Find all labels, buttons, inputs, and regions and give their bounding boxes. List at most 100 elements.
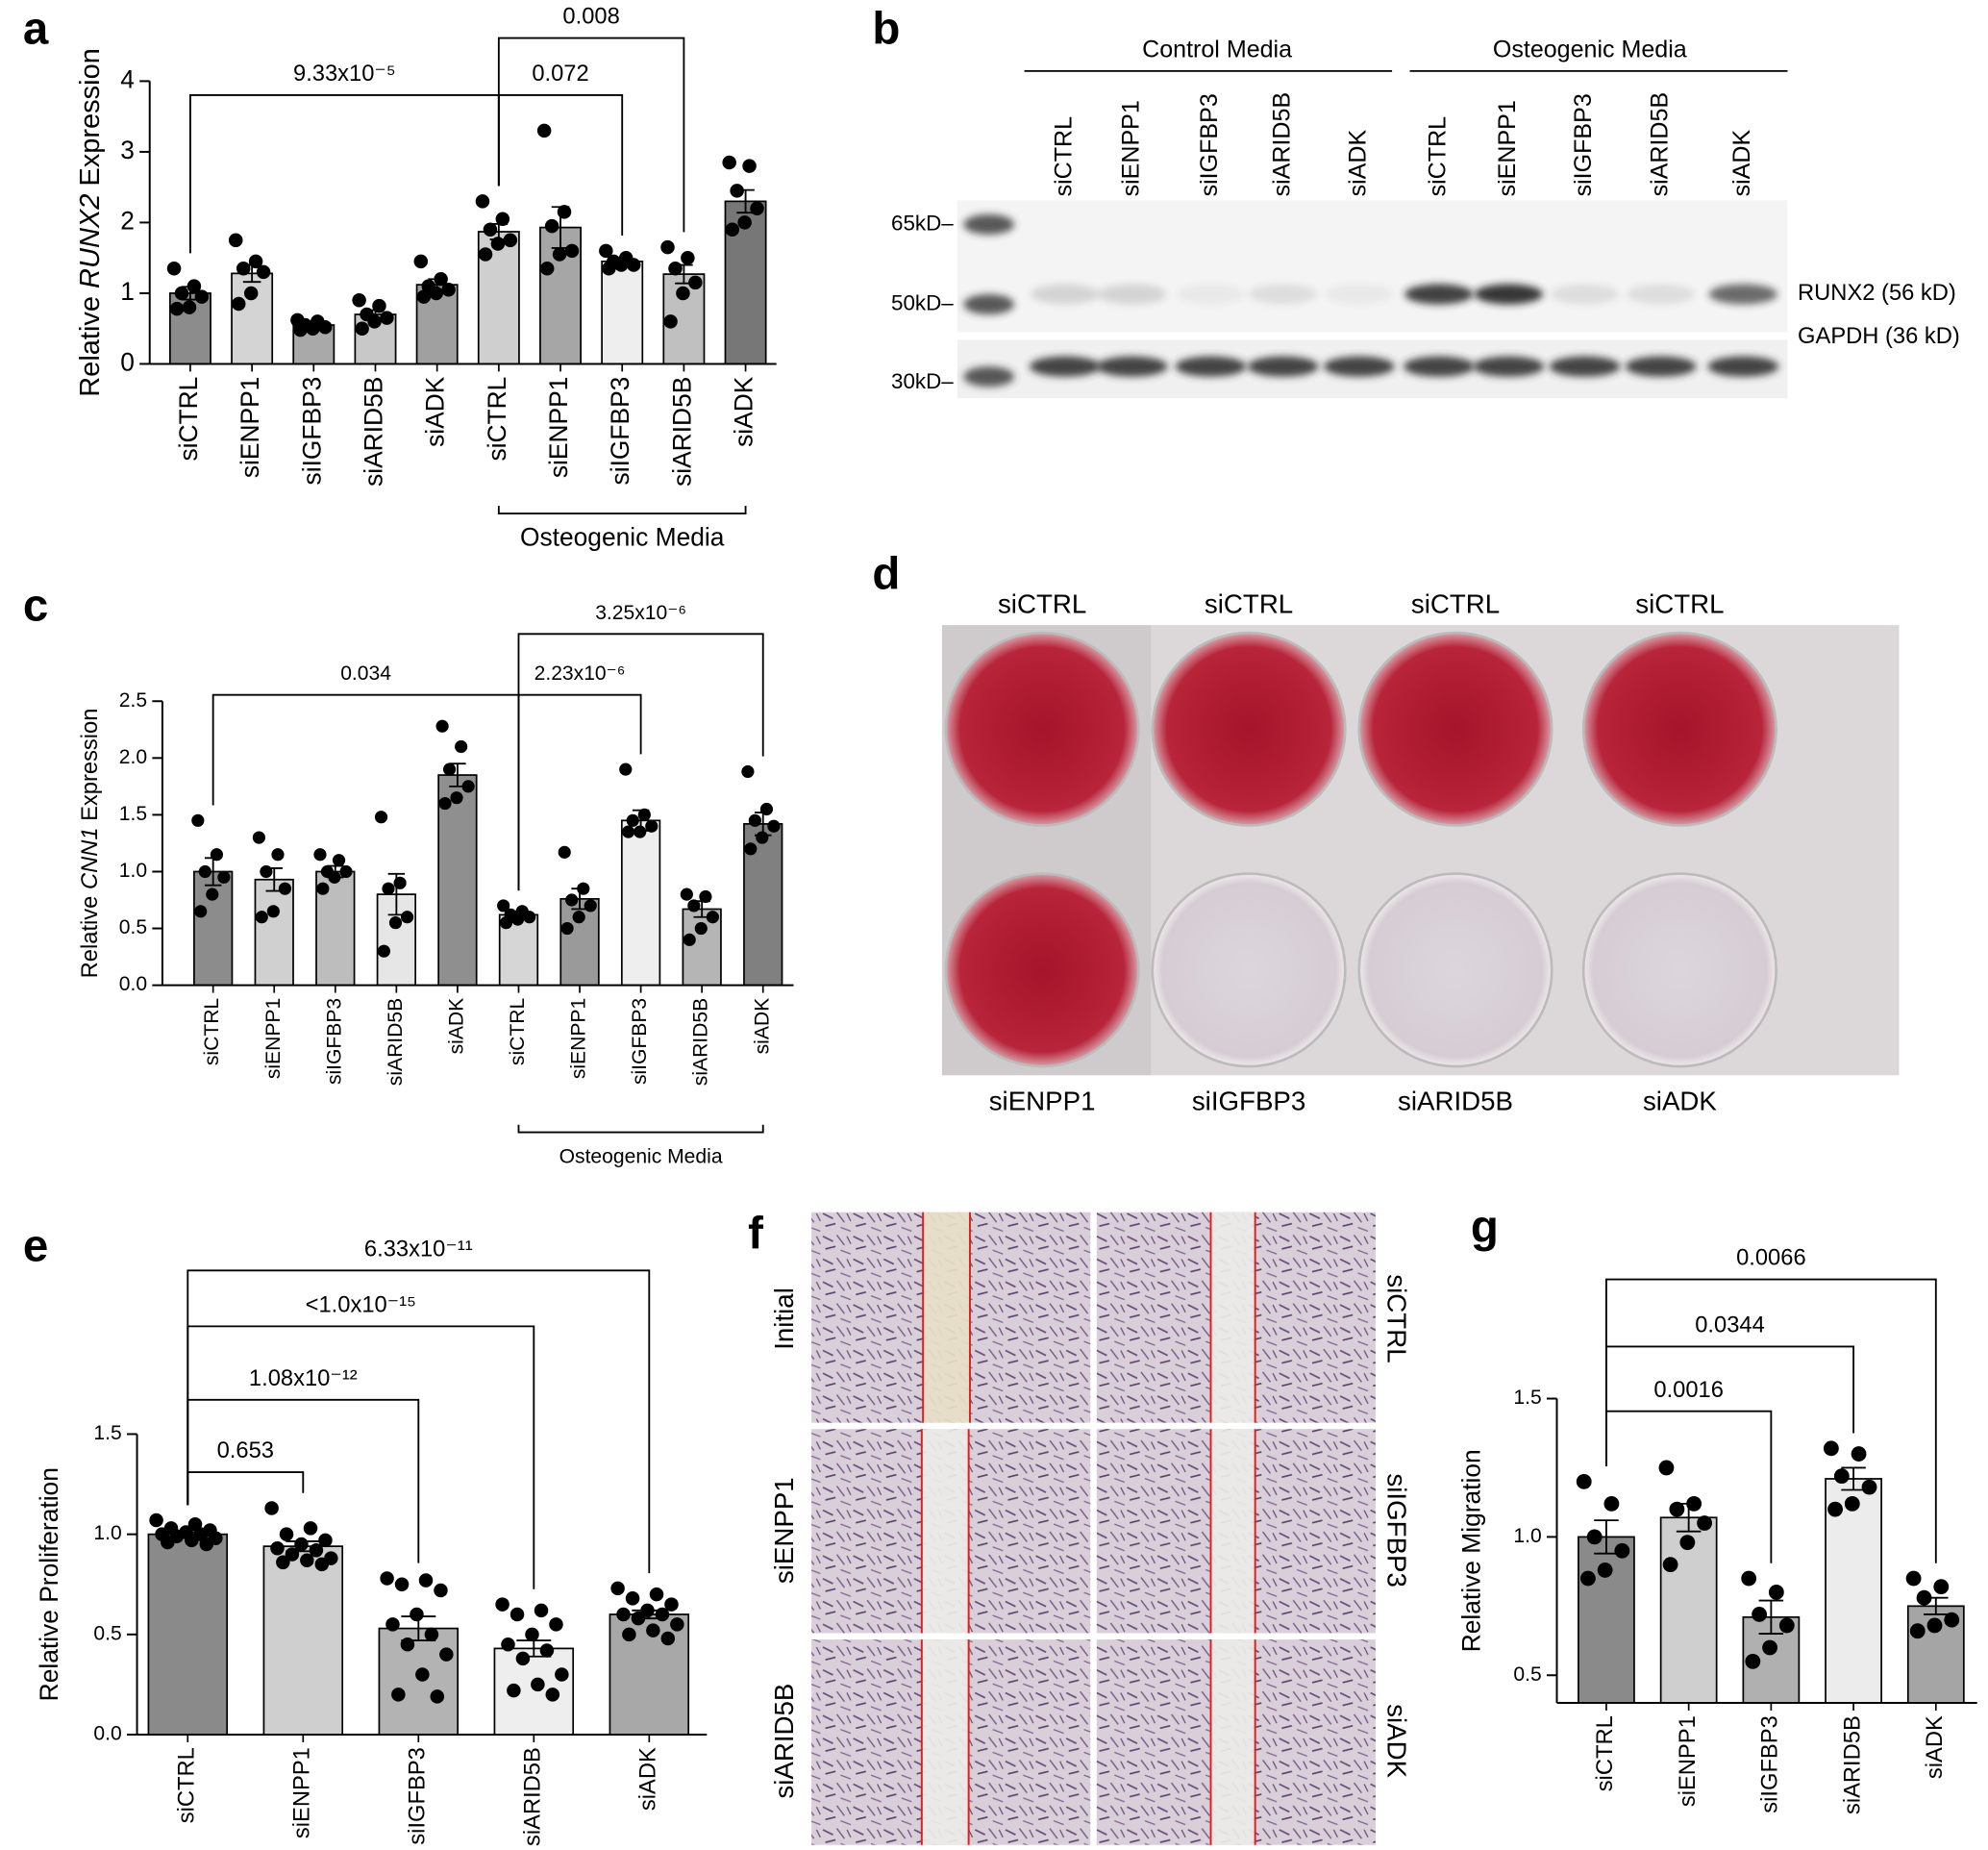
y-axis-label-part: Expression <box>75 48 106 194</box>
data-point <box>626 258 641 272</box>
lane-label: siENPP1 <box>1117 100 1144 196</box>
x-tick-label: siADK <box>445 998 467 1055</box>
data-point <box>756 831 769 844</box>
data-point <box>558 845 571 859</box>
data-point <box>1944 1612 1960 1628</box>
data-point <box>442 762 457 776</box>
data-point <box>285 1547 300 1562</box>
runx2-band <box>1176 284 1246 305</box>
runx2-band <box>1627 284 1696 305</box>
data-point <box>565 893 579 907</box>
panel-label: g <box>1471 1202 1499 1253</box>
runx2-band <box>1031 284 1100 305</box>
x-tick-label: siIGFBP3 <box>1758 1715 1783 1813</box>
data-point <box>191 813 205 827</box>
well-label-top: siCTRL <box>998 589 1086 619</box>
y-tick-label: 1.5 <box>1513 1387 1541 1409</box>
x-tick-label: siENPP1 <box>236 377 264 478</box>
y-tick-label: 1.5 <box>93 1422 121 1444</box>
data-point <box>622 1627 636 1642</box>
ladder-band <box>963 366 1015 388</box>
y-tick-label: 2.0 <box>119 746 147 768</box>
data-point <box>730 184 744 198</box>
p-value: 1.08x10⁻¹² <box>249 1366 358 1391</box>
error-bar <box>1841 1466 1866 1491</box>
data-point <box>236 261 251 276</box>
data-point <box>400 911 414 924</box>
data-point <box>637 808 651 821</box>
significance-bracket <box>1605 1345 1855 1467</box>
x-tick-label: siCTRL <box>483 377 511 462</box>
data-point <box>626 813 639 827</box>
data-point <box>555 1667 569 1682</box>
x-tick-label: siCTRL <box>201 998 223 1066</box>
data-point <box>332 854 346 867</box>
x-tick-label: siIGFBP3 <box>629 998 651 1085</box>
data-point <box>1768 1585 1784 1600</box>
significance-bracket <box>497 37 685 233</box>
y-axis-label: Relative Proliferation <box>35 1467 63 1701</box>
data-point <box>688 275 703 290</box>
data-point <box>367 314 382 329</box>
p-value: 6.33x10⁻¹¹ <box>364 1238 473 1262</box>
data-point <box>499 916 513 930</box>
y-tick-label: 2 <box>120 206 135 235</box>
data-point <box>352 293 366 308</box>
data-point <box>614 258 629 272</box>
well <box>944 872 1140 1068</box>
runx2-band <box>1404 284 1474 305</box>
x-tick-label: siADK <box>1923 1715 1948 1779</box>
lane-label: siIGFBP3 <box>1196 93 1223 196</box>
lane-label: siCTRL <box>1424 116 1451 197</box>
gapdh-band <box>1175 356 1247 377</box>
data-point <box>495 212 510 227</box>
data-point <box>584 899 597 912</box>
x-tick-label: siADK <box>730 376 758 447</box>
p-value: 0.0344 <box>1695 1313 1765 1338</box>
row-label: siIGFBP3 <box>1381 1473 1411 1587</box>
data-point <box>410 1607 424 1622</box>
y-tick-label: 4 <box>120 64 135 93</box>
gapdh-band <box>1247 356 1319 377</box>
data-point <box>438 796 452 811</box>
data-point <box>174 286 189 301</box>
data-point <box>439 1647 454 1662</box>
data-point <box>413 254 429 269</box>
marker-label: 50kD– <box>891 290 954 314</box>
gapdh-band <box>1473 356 1545 377</box>
gapdh-band <box>1549 356 1621 377</box>
data-point <box>385 1617 400 1632</box>
data-point <box>394 1577 410 1591</box>
data-point <box>1905 1570 1922 1587</box>
data-point <box>1586 1529 1603 1545</box>
y-tick-label: 0.5 <box>93 1622 121 1644</box>
data-point <box>1603 1495 1620 1512</box>
data-point <box>415 1667 430 1682</box>
data-point <box>198 864 211 879</box>
data-point <box>737 215 752 230</box>
data-point <box>495 1597 509 1612</box>
p-value: 0.008 <box>562 5 619 30</box>
y-axis-label-part: CNN1 <box>78 827 103 889</box>
data-point <box>683 933 696 946</box>
band-label: RUNX2 (56 kD) <box>1798 281 1956 306</box>
data-point <box>1658 1460 1675 1476</box>
lane-label: siENPP1 <box>1494 100 1521 196</box>
scratch-gap <box>1210 1639 1255 1845</box>
data-point <box>660 239 675 255</box>
data-point <box>450 791 463 805</box>
x-tick-label: siADK <box>636 1747 661 1811</box>
well-label-bottom: siIGFBP3 <box>1192 1087 1305 1116</box>
data-point <box>161 1535 175 1550</box>
y-axis-label: Relative RUNX2 Expression <box>75 48 106 397</box>
significance-bracket <box>1605 1278 1937 1563</box>
significance-bracket <box>189 93 500 254</box>
data-point <box>497 899 510 912</box>
well-label-top: siCTRL <box>1635 589 1724 619</box>
data-point <box>206 888 219 901</box>
data-point <box>186 279 202 293</box>
x-tick-label: siENPP1 <box>544 377 573 478</box>
band-label: GAPDH (36 kD) <box>1798 324 1960 349</box>
data-point <box>1614 1542 1630 1559</box>
p-value: 0.034 <box>340 662 391 685</box>
